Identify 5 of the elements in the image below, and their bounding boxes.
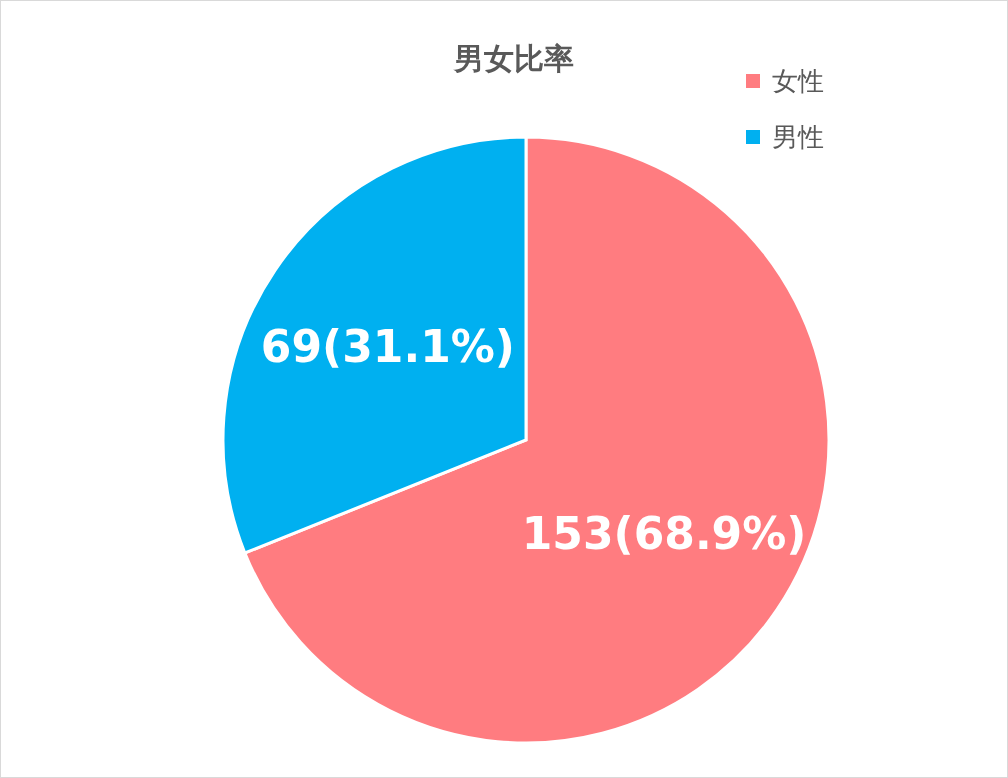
- data-label: 69(31.1%): [260, 321, 515, 373]
- data-label: 153(68.9%): [521, 507, 807, 559]
- legend-label: 女性: [772, 64, 824, 98]
- chart-title: 男女比率: [454, 41, 574, 76]
- legend-label: 男性: [772, 120, 824, 154]
